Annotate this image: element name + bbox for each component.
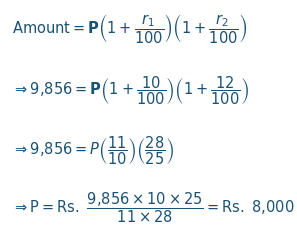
Text: $\Rightarrow \mathrm{P} = \mathrm{Rs.}\ \dfrac{9{,}856 \times 10 \times 25}{11 \: $\Rightarrow \mathrm{P} = \mathrm{Rs.}\ … (12, 189, 294, 224)
Text: $\Rightarrow 9{,}856 = P\left(\dfrac{11}{10}\right)\left(\dfrac{28}{25}\right)$: $\Rightarrow 9{,}856 = P\left(\dfrac{11}… (12, 134, 174, 166)
Text: $\mathrm{Amount} = \mathbf{P}\left(1 + \dfrac{r_1}{100}\right)\left(1 + \dfrac{r: $\mathrm{Amount} = \mathbf{P}\left(1 + \… (12, 13, 247, 46)
Text: $\Rightarrow 9{,}856 = \mathbf{P}\left(1 + \dfrac{10}{100}\right)\left(1 + \dfra: $\Rightarrow 9{,}856 = \mathbf{P}\left(1… (12, 75, 249, 107)
